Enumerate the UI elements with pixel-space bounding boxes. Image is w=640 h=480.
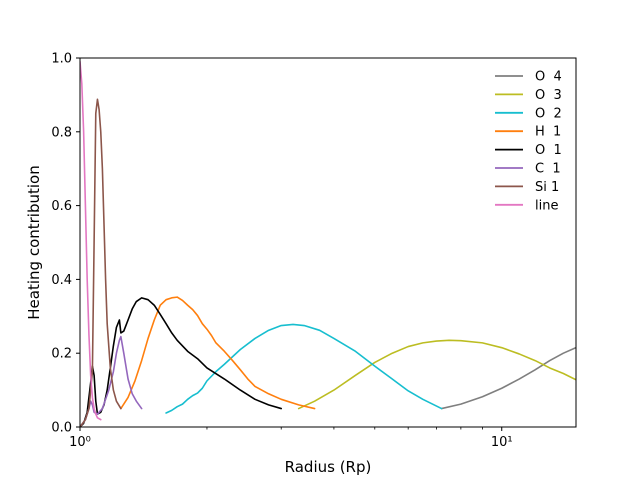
series-line-o-2	[165, 323, 443, 414]
legend-label: line	[535, 198, 558, 213]
legend-label: O 3	[535, 88, 562, 103]
x-axis-title: Radius (Rp)	[285, 458, 372, 476]
legend-label: Si 1	[535, 180, 559, 195]
plot-frame	[79, 57, 577, 428]
legend-label: H 1	[535, 125, 561, 140]
series-line-o-1	[80, 297, 283, 427]
y-axis-title: Heating contribution	[25, 165, 43, 319]
y-tick-label: 0.4	[51, 273, 72, 288]
series-layer	[80, 60, 576, 427]
axes-layer: 0.0 0.2 0.4 0.6 0.8 1.0 10⁰ 10¹	[51, 52, 512, 451]
y-tick-label: 0.6	[51, 199, 72, 214]
y-tick-label: 1.0	[51, 52, 72, 67]
series-line-o-3	[297, 339, 576, 410]
series-line-c-1	[80, 335, 143, 427]
y-tick-label: 0.0	[51, 421, 72, 436]
series-line-o-4	[440, 346, 576, 410]
legend-label: O 1	[535, 143, 562, 158]
x-tick-label: 10⁰	[69, 435, 91, 450]
y-tick-label: 0.2	[51, 347, 72, 362]
legend: O 4 O 3 O 2 H 1 O 1 C 1 Si 1 line	[495, 70, 562, 213]
x-tick-label: 10¹	[491, 435, 513, 450]
y-tick-label: 0.8	[51, 125, 72, 140]
legend-label: O 4	[535, 70, 562, 85]
plot-area	[80, 58, 576, 427]
legend-label: C 1	[535, 162, 561, 177]
series-line-h-1	[120, 296, 316, 410]
series-line-line	[80, 60, 102, 421]
legend-label: O 2	[535, 106, 562, 121]
